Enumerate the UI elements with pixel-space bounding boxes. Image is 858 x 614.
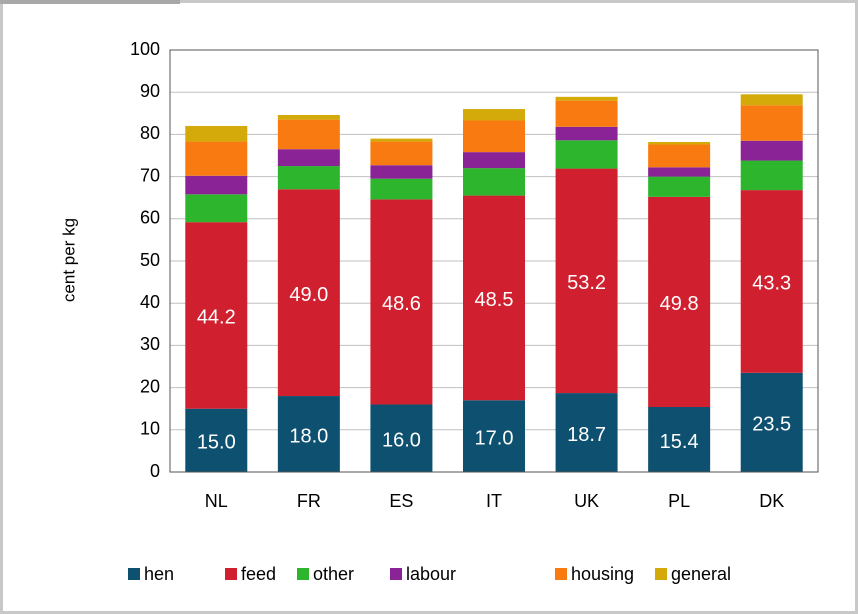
x-tick-label: PL	[668, 491, 690, 511]
plot-border	[169, 49, 819, 473]
value-label: 49.0	[289, 284, 328, 306]
bar-segment	[463, 400, 525, 472]
bar-segment	[185, 141, 248, 176]
bar-segment	[185, 222, 248, 409]
bar-segment	[648, 407, 711, 472]
bar-segment	[555, 100, 618, 127]
bar-segment	[740, 160, 803, 191]
value-label: 48.6	[382, 293, 421, 315]
x-tick-label: IT	[486, 491, 502, 511]
y-tick-label: 10	[140, 419, 160, 439]
y-tick-label: 60	[140, 208, 160, 228]
bar-segment	[463, 120, 525, 153]
bar-segment	[185, 125, 248, 142]
legend-label: labour	[406, 564, 456, 584]
value-label: 15.0	[197, 432, 236, 454]
x-tick-label: UK	[574, 491, 599, 511]
bar-segment	[185, 408, 248, 472]
bar-segment	[555, 393, 618, 472]
x-tick-label: ES	[389, 491, 413, 511]
bar-segment	[648, 167, 711, 177]
value-label: 15.4	[660, 431, 699, 453]
value-label: 23.5	[752, 414, 791, 436]
y-tick-label: 100	[130, 39, 160, 59]
bar-segment	[277, 166, 340, 190]
bar-segment	[185, 194, 248, 223]
bar-segment	[370, 404, 433, 472]
bar-segment	[740, 372, 803, 472]
bar-segment	[740, 190, 803, 373]
legend-swatch	[128, 568, 140, 580]
bar-segment	[277, 114, 340, 120]
legend-swatch	[390, 568, 402, 580]
value-label: 18.7	[567, 424, 606, 446]
value-label: 44.2	[197, 307, 236, 329]
y-tick-label: 30	[140, 334, 160, 354]
bar-segment	[740, 105, 803, 141]
bar-segment	[463, 152, 525, 169]
bar-segment	[648, 196, 711, 408]
legend-label: housing	[571, 564, 634, 584]
value-label: 16.0	[382, 430, 421, 452]
legend-label: other	[313, 564, 354, 584]
bar-segment	[370, 165, 433, 179]
legend-swatch	[555, 568, 567, 580]
bar-segment	[740, 94, 803, 106]
value-label: 53.2	[567, 272, 606, 294]
y-tick-label: 80	[140, 123, 160, 143]
bar-segment	[740, 140, 803, 161]
value-label: 48.5	[475, 289, 514, 311]
x-tick-label: DK	[759, 491, 784, 511]
bar-segment	[555, 168, 618, 394]
y-tick-label: 20	[140, 376, 160, 396]
bar-segment	[555, 140, 618, 169]
bar-segment	[370, 178, 433, 200]
legend-swatch	[655, 568, 667, 580]
y-tick-label: 50	[140, 250, 160, 270]
value-label: 43.3	[752, 273, 791, 295]
bar-segment	[370, 141, 433, 166]
bar-segment	[277, 396, 340, 472]
bar-segment	[648, 144, 711, 168]
bar-segment	[277, 119, 340, 150]
y-tick-label: 40	[140, 292, 160, 312]
bar-segment	[463, 109, 525, 121]
value-label: 49.8	[660, 293, 699, 315]
legend-label: feed	[241, 564, 276, 584]
y-tick-label: 0	[150, 461, 160, 481]
x-tick-label: FR	[297, 491, 321, 511]
bar-segment	[277, 189, 340, 397]
y-tick-label: 90	[140, 81, 160, 101]
bar-segment	[370, 138, 433, 142]
legend-label: general	[671, 564, 731, 584]
bar-segment	[463, 168, 525, 196]
value-label: 18.0	[289, 425, 328, 447]
bar-segment	[463, 195, 525, 401]
legend-label: hen	[144, 564, 174, 584]
value-label: 17.0	[475, 427, 514, 449]
bar-segment	[555, 126, 618, 141]
x-tick-label: NL	[205, 491, 228, 511]
bar-segment	[555, 96, 618, 101]
y-axis-title: cent per kg	[59, 218, 78, 302]
bar-segment	[648, 176, 711, 197]
bar-segment	[648, 141, 711, 145]
bar-segment	[370, 199, 433, 405]
legend-swatch	[297, 568, 309, 580]
bar-segment	[277, 149, 340, 167]
bar-segment	[185, 175, 248, 195]
frame-tab	[0, 0, 180, 4]
y-tick-label: 70	[140, 165, 160, 185]
legend-swatch	[225, 568, 237, 580]
